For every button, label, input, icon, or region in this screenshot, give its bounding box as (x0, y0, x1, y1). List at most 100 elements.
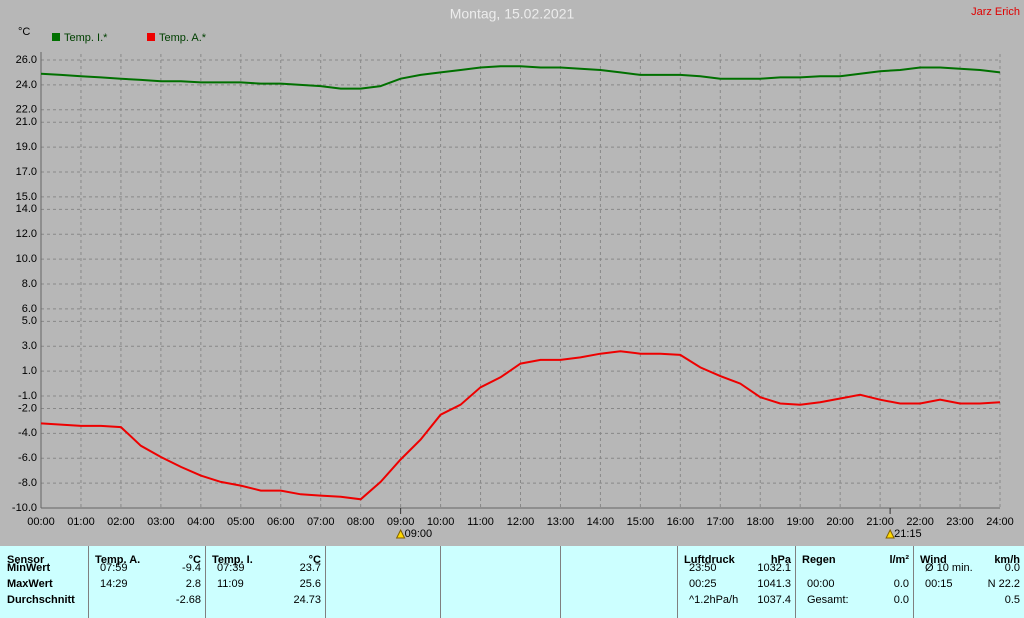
column-header: Wind (920, 554, 947, 566)
y-tick-label: -8.0 (18, 477, 37, 489)
x-tick-label: 23:00 (946, 516, 974, 528)
x-tick-label: 20:00 (826, 516, 854, 528)
y-axis-label: °C (18, 26, 30, 38)
table-cell: 23:50 (689, 562, 717, 574)
table-cell: Gesamt: (807, 594, 849, 606)
table-cell: 00:00 (807, 578, 835, 590)
y-tick-label: 3.0 (22, 340, 37, 352)
x-tick-label: 04:00 (187, 516, 215, 528)
table-cell: 07:59 (100, 562, 128, 574)
column-divider (205, 546, 206, 618)
column-header: Luftdruck (684, 554, 735, 566)
y-tick-label: 24.0 (16, 79, 37, 91)
x-tick-label: 15:00 (627, 516, 655, 528)
series-line (40, 65, 1001, 90)
table-cell: 23.7 (299, 562, 321, 574)
x-tick-label: 02:00 (107, 516, 135, 528)
y-tick-label: 1.0 (22, 365, 37, 377)
x-tick-label: 24:00 (986, 516, 1014, 528)
table-cell: 0.0 (893, 578, 909, 590)
annotation-label: 09:00 (405, 528, 433, 540)
y-tick-label: 21.0 (16, 116, 37, 128)
row-label: MaxWert (7, 578, 53, 590)
summary-table: Sensor MinWert MaxWert Durchschnitt Temp. A.… (0, 546, 1024, 618)
table-cell: 2.8 (185, 578, 201, 590)
column-divider (560, 546, 561, 618)
column-divider (913, 546, 914, 618)
y-tick-label: 5.0 (22, 315, 37, 327)
x-tick-label: 09:00 (387, 516, 415, 528)
column-header: Temp. A. (95, 554, 141, 566)
column-divider (88, 546, 89, 618)
table-cell: 1041.3 (757, 578, 791, 590)
row-label: MinWert (7, 562, 51, 574)
sun-icon (395, 528, 406, 539)
y-tick-label: 26.0 (16, 54, 37, 66)
table-cell: 00:25 (689, 578, 717, 590)
y-tick-label: -1.0 (18, 390, 37, 402)
column-unit: °C (188, 554, 201, 566)
column-unit: hPa (770, 554, 791, 566)
y-tick-label: -6.0 (18, 452, 37, 464)
chart-title: Montag, 15.02.2021 (450, 6, 575, 22)
table-cell: 25.6 (299, 578, 321, 590)
y-tick-label: 12.0 (16, 228, 37, 240)
annotation-label: 21:15 (894, 528, 922, 540)
x-tick-label: 14:00 (587, 516, 615, 528)
table-header: Sensor (7, 554, 45, 566)
row-label: Durchschnitt (7, 594, 75, 606)
y-tick-label: 22.0 (16, 104, 37, 116)
y-tick-label: 17.0 (16, 166, 37, 178)
author: Jarz Erich (971, 6, 1020, 18)
table-cell: 07:39 (217, 562, 245, 574)
x-tick-label: 06:00 (267, 516, 295, 528)
x-tick-label: 00:00 (27, 516, 55, 528)
x-tick-label: 16:00 (667, 516, 695, 528)
x-tick-label: 19:00 (786, 516, 814, 528)
table-cell: ^1.2hPa/h (689, 594, 739, 606)
x-tick-label: 22:00 (906, 516, 934, 528)
x-tick-label: 11:00 (467, 516, 494, 528)
table-cell: 0.0 (893, 594, 909, 606)
y-tick-label: 10.0 (16, 253, 37, 265)
y-tick-label: -2.0 (18, 402, 37, 414)
table-cell: -9.4 (182, 562, 201, 574)
column-divider (440, 546, 441, 618)
series-line (40, 350, 1001, 501)
y-tick-label: 19.0 (16, 141, 37, 153)
table-cell: 0.0 (1004, 562, 1020, 574)
y-tick-label: 6.0 (22, 303, 37, 315)
x-tick-label: 03:00 (147, 516, 175, 528)
chart: Montag, 15.02.2021 Jarz Erich °C 26.0 24.… (12, 6, 1020, 540)
table-cell: -2.68 (175, 594, 201, 606)
column-header: Temp. I. (212, 554, 253, 566)
x-tick-label: 17:00 (707, 516, 735, 528)
x-tick-label: 08:00 (347, 516, 375, 528)
x-tick-label: 05:00 (227, 516, 255, 528)
x-tick-label: 18:00 (746, 516, 774, 528)
y-tick-label: 8.0 (22, 278, 37, 290)
y-tick-label: -4.0 (18, 427, 37, 439)
column-unit: l/m² (889, 554, 909, 566)
table-cell: 14:29 (100, 578, 128, 590)
legend-label: Temp. A.* (159, 32, 207, 44)
legend-swatch (147, 33, 155, 41)
legend-label: Temp. I.* (64, 32, 108, 44)
y-tick-label: 15.0 (16, 191, 37, 203)
column-unit: km/h (994, 554, 1020, 566)
column-divider (795, 546, 796, 618)
table-cell: 0.5 (1004, 594, 1020, 606)
x-tick-label: 21:00 (866, 516, 894, 528)
column-divider (325, 546, 326, 618)
sun-icon (885, 528, 895, 539)
legend-swatch (52, 33, 60, 41)
y-tick-label: 14.0 (16, 203, 37, 215)
table-cell: 24.73 (293, 594, 321, 606)
column-unit: °C (308, 554, 321, 566)
column-header: Regen (802, 554, 836, 566)
x-tick-label: 01:00 (67, 516, 95, 528)
x-tick-label: 12:00 (507, 516, 535, 528)
table-cell: 00:15 (925, 578, 953, 590)
table-cell: Ø 10 min. (925, 562, 973, 574)
